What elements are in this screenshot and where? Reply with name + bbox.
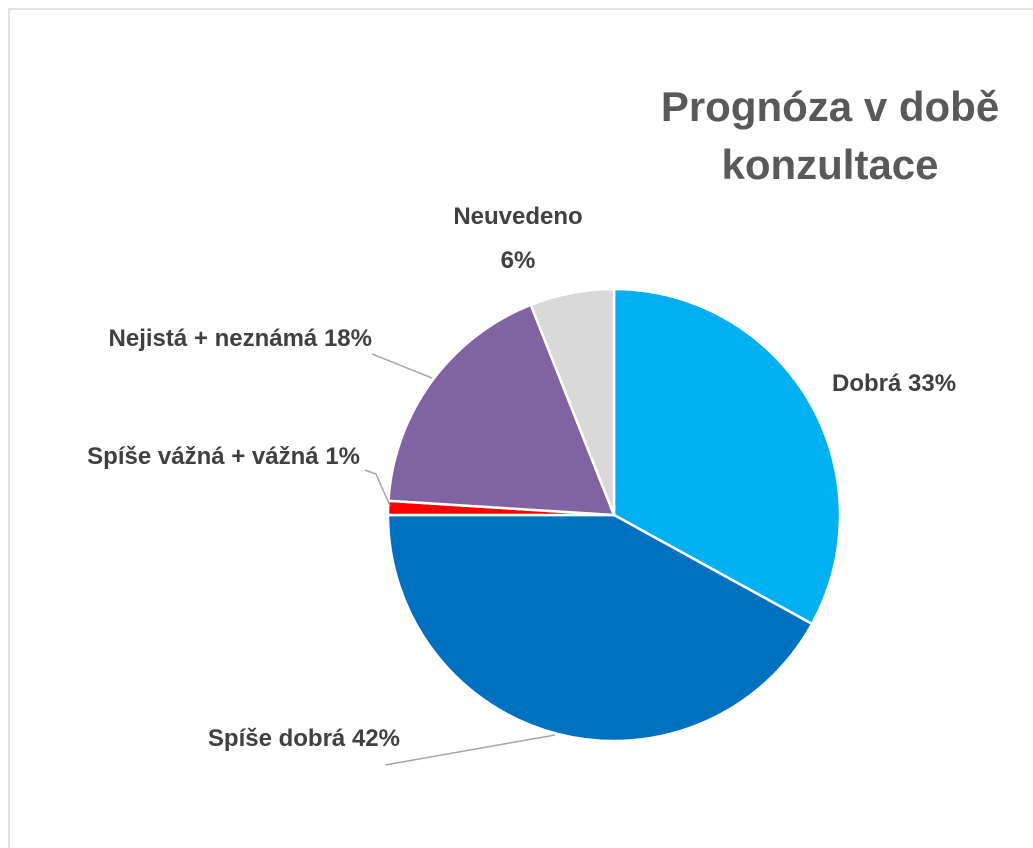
label-value: 42%: [352, 725, 400, 752]
data-label: Spíše dobrá 42%: [208, 725, 400, 752]
data-label: Spíše vážná + vážná 1%: [87, 443, 360, 470]
data-label: Neuvedeno 6%: [453, 203, 582, 274]
leader-line: [384, 734, 556, 766]
pie-slice: [529, 287, 616, 516]
label-value: 18%: [324, 325, 372, 352]
chart-title: Prognóza v době konzultace: [660, 83, 1000, 188]
label-value: 1%: [325, 443, 360, 470]
leader-line: [371, 353, 433, 379]
pie-slice: [612, 287, 842, 626]
label-category: Dobrá: [832, 370, 902, 397]
label-category: Nejistá + neznámá: [109, 325, 318, 352]
pie-slice: [387, 303, 616, 517]
label-category: Spíše dobrá: [208, 725, 346, 752]
data-label: Nejistá + neznámá 18%: [109, 325, 372, 352]
label-category: Neuvedeno: [453, 203, 582, 230]
label-value: 6%: [501, 247, 536, 274]
label-category: Spíše vážná + vážná: [87, 443, 319, 470]
pie-slice: [386, 513, 814, 743]
data-label: Dobrá 33%: [832, 370, 956, 397]
label-value: 33%: [908, 370, 956, 397]
frame: [8, 8, 1033, 848]
leader-line: [364, 469, 391, 507]
